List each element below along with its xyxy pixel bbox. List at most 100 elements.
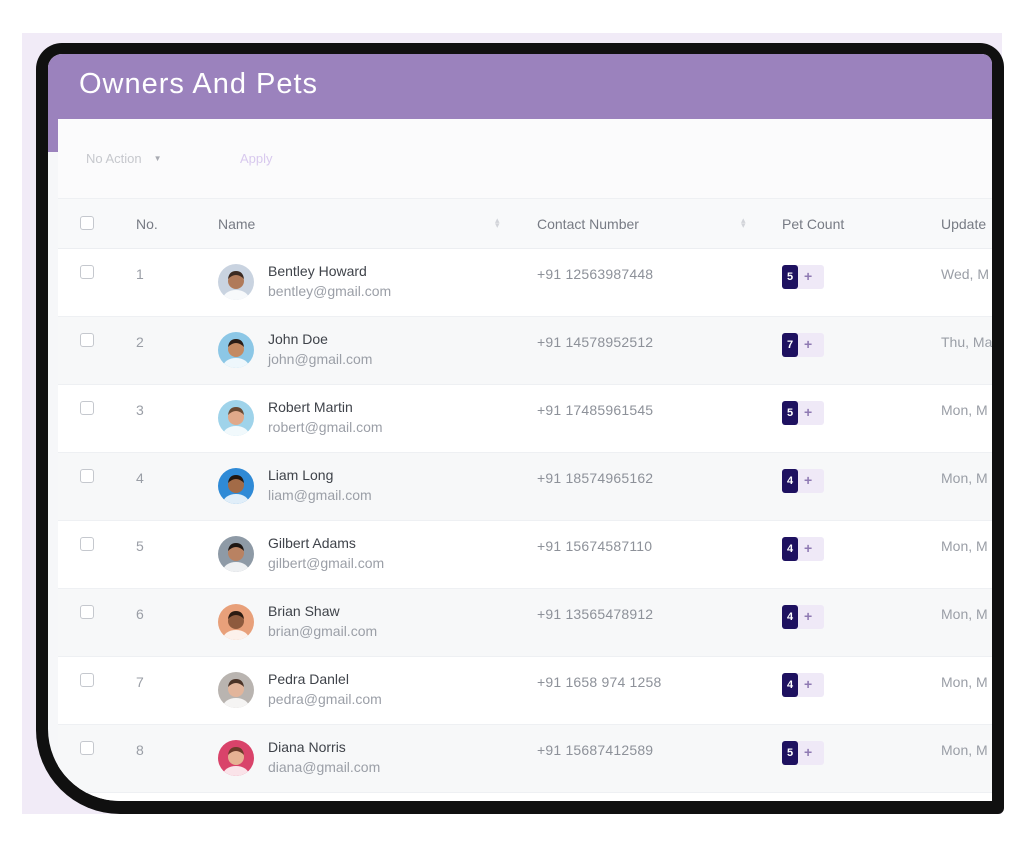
pet-count-badge[interactable]: 4 +	[782, 469, 824, 493]
plus-icon[interactable]: +	[804, 268, 813, 284]
pet-count-value: 5	[782, 741, 798, 765]
owner-name[interactable]: Liam Long	[268, 467, 334, 483]
column-header-name[interactable]: Name	[218, 216, 256, 232]
row-checkbox[interactable]	[80, 265, 94, 279]
row-number: 5	[136, 538, 144, 554]
row-number: 6	[136, 606, 144, 622]
plus-icon[interactable]: +	[804, 472, 813, 488]
pet-count-badge[interactable]: 4 +	[782, 537, 824, 561]
owner-email: robert@gmail.com	[268, 419, 383, 435]
column-header-contact[interactable]: Contact Number	[537, 216, 639, 232]
column-header-no[interactable]: No.	[136, 216, 158, 232]
contact-number: +91 13565478912	[537, 606, 654, 622]
pet-count-value: 5	[782, 265, 798, 289]
owners-table-card: No Action ▼ Apply No. Name ▴ ▾ Contact Nu…	[58, 119, 992, 801]
bulk-action-value: No Action	[86, 150, 142, 166]
row-checkbox[interactable]	[80, 401, 94, 415]
row-number: 3	[136, 402, 144, 418]
pet-count-value: 5	[782, 401, 798, 425]
contact-number: +91 17485961545	[537, 402, 654, 418]
plus-icon[interactable]: +	[804, 608, 813, 624]
table-row[interactable]: 4 Liam Long liam@gmail.com +91 185749651…	[58, 453, 992, 521]
table-row[interactable]: 1 Bentley Howard bentley@gmail.com +91 1…	[58, 249, 992, 317]
sort-icon[interactable]: ▴ ▾	[741, 215, 746, 230]
avatar	[218, 740, 254, 776]
avatar	[218, 536, 254, 572]
pet-count-badge[interactable]: 4 +	[782, 605, 824, 629]
owner-name[interactable]: Brian Shaw	[268, 603, 340, 619]
owner-email: liam@gmail.com	[268, 487, 372, 503]
avatar	[218, 468, 254, 504]
contact-number: +91 15674587110	[537, 538, 653, 554]
apply-button[interactable]: Apply	[240, 151, 273, 166]
owners-table: No. Name ▴ ▾ Contact Number ▴ ▾ Pet Count …	[58, 199, 992, 793]
owner-name[interactable]: Pedra Danlel	[268, 671, 349, 687]
plus-icon[interactable]: +	[804, 336, 813, 352]
bulk-action-toolbar: No Action ▼ Apply	[58, 119, 992, 199]
contact-number: +91 12563987448	[537, 266, 654, 282]
contact-number: +91 18574965162	[537, 470, 654, 486]
plus-icon[interactable]: +	[804, 676, 813, 692]
table-row[interactable]: 3 Robert Martin robert@gmail.com +91 174…	[58, 385, 992, 453]
column-header-pet-count[interactable]: Pet Count	[782, 216, 845, 232]
table-row[interactable]: 8 Diana Norris diana@gmail.com +91 15687…	[58, 725, 992, 793]
row-number: 1	[136, 266, 144, 282]
owner-name[interactable]: Robert Martin	[268, 399, 353, 415]
table-row[interactable]: 7 Pedra Danlel pedra@gmail.com +91 1658 …	[58, 657, 992, 725]
avatar	[218, 604, 254, 640]
pet-count-badge[interactable]: 5 +	[782, 401, 824, 425]
row-checkbox[interactable]	[80, 469, 94, 483]
caret-down-icon: ▼	[153, 153, 162, 163]
row-number: 4	[136, 470, 144, 486]
plus-icon[interactable]: +	[804, 540, 813, 556]
row-checkbox[interactable]	[80, 741, 94, 755]
select-all-checkbox[interactable]	[80, 216, 94, 230]
sort-icon[interactable]: ▴ ▾	[495, 215, 500, 230]
column-header-updated[interactable]: Update	[941, 216, 987, 232]
row-checkbox[interactable]	[80, 673, 94, 687]
row-number: 2	[136, 334, 144, 350]
row-checkbox[interactable]	[80, 537, 94, 551]
owner-email: diana@gmail.com	[268, 759, 381, 775]
contact-number: +91 15687412589	[537, 742, 654, 758]
owner-name[interactable]: Gilbert Adams	[268, 535, 356, 551]
owner-email: john@gmail.com	[268, 351, 373, 367]
pet-count-badge[interactable]: 4 +	[782, 673, 824, 697]
avatar	[218, 264, 254, 300]
pet-count-badge[interactable]: 5 +	[782, 265, 824, 289]
row-number: 8	[136, 742, 144, 758]
table-row[interactable]: 6 Brian Shaw brian@gmail.com +91 1356547…	[58, 589, 992, 657]
plus-icon[interactable]: +	[804, 404, 813, 420]
avatar	[218, 400, 254, 436]
owner-name[interactable]: Bentley Howard	[268, 263, 367, 279]
updated-date: Thu, Ma	[941, 334, 992, 350]
table-row[interactable]: 2 John Doe john@gmail.com +91 1457895251…	[58, 317, 992, 385]
contact-number: +91 14578952512	[537, 334, 654, 350]
pet-count-value: 4	[782, 673, 798, 697]
updated-date: Mon, M	[941, 402, 988, 418]
table-header: No. Name ▴ ▾ Contact Number ▴ ▾ Pet Count …	[58, 199, 992, 249]
updated-date: Wed, M	[941, 266, 989, 282]
row-checkbox[interactable]	[80, 333, 94, 347]
owner-email: pedra@gmail.com	[268, 691, 382, 707]
pet-count-value: 7	[782, 333, 798, 357]
pet-count-badge[interactable]: 7 +	[782, 333, 824, 357]
pet-count-value: 4	[782, 537, 798, 561]
updated-date: Mon, M	[941, 606, 988, 622]
table-body: 1 Bentley Howard bentley@gmail.com +91 1…	[58, 249, 992, 793]
owner-email: bentley@gmail.com	[268, 283, 392, 299]
owner-name[interactable]: John Doe	[268, 331, 328, 347]
updated-date: Mon, M	[941, 470, 988, 486]
plus-icon[interactable]: +	[804, 744, 813, 760]
row-checkbox[interactable]	[80, 605, 94, 619]
avatar	[218, 332, 254, 368]
app-screen: Owners And Pets No Action ▼ Apply No. Na…	[48, 54, 992, 801]
bulk-action-select[interactable]: No Action ▼	[86, 145, 192, 171]
pet-count-badge[interactable]: 5 +	[782, 741, 824, 765]
pet-count-value: 4	[782, 469, 798, 493]
updated-date: Mon, M	[941, 674, 988, 690]
table-row[interactable]: 5 Gilbert Adams gilbert@gmail.com +91 15…	[58, 521, 992, 589]
pet-count-value: 4	[782, 605, 798, 629]
owner-name[interactable]: Diana Norris	[268, 739, 346, 755]
owner-email: gilbert@gmail.com	[268, 555, 385, 571]
